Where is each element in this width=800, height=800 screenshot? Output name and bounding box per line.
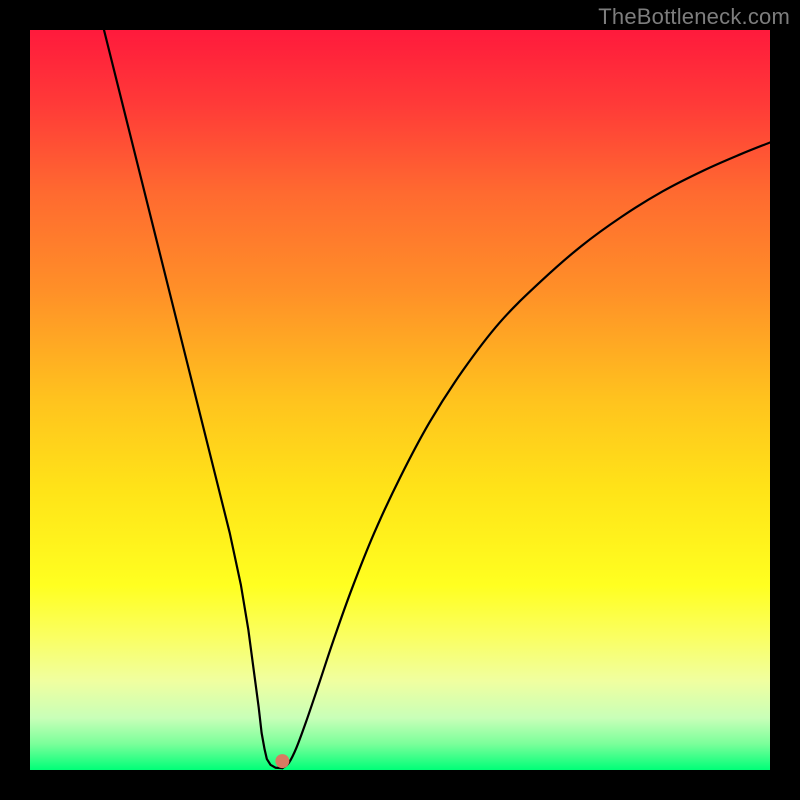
bottleneck-chart: TheBottleneck.com bbox=[0, 0, 800, 800]
watermark-label: TheBottleneck.com bbox=[598, 4, 790, 30]
chart-svg bbox=[0, 0, 800, 800]
